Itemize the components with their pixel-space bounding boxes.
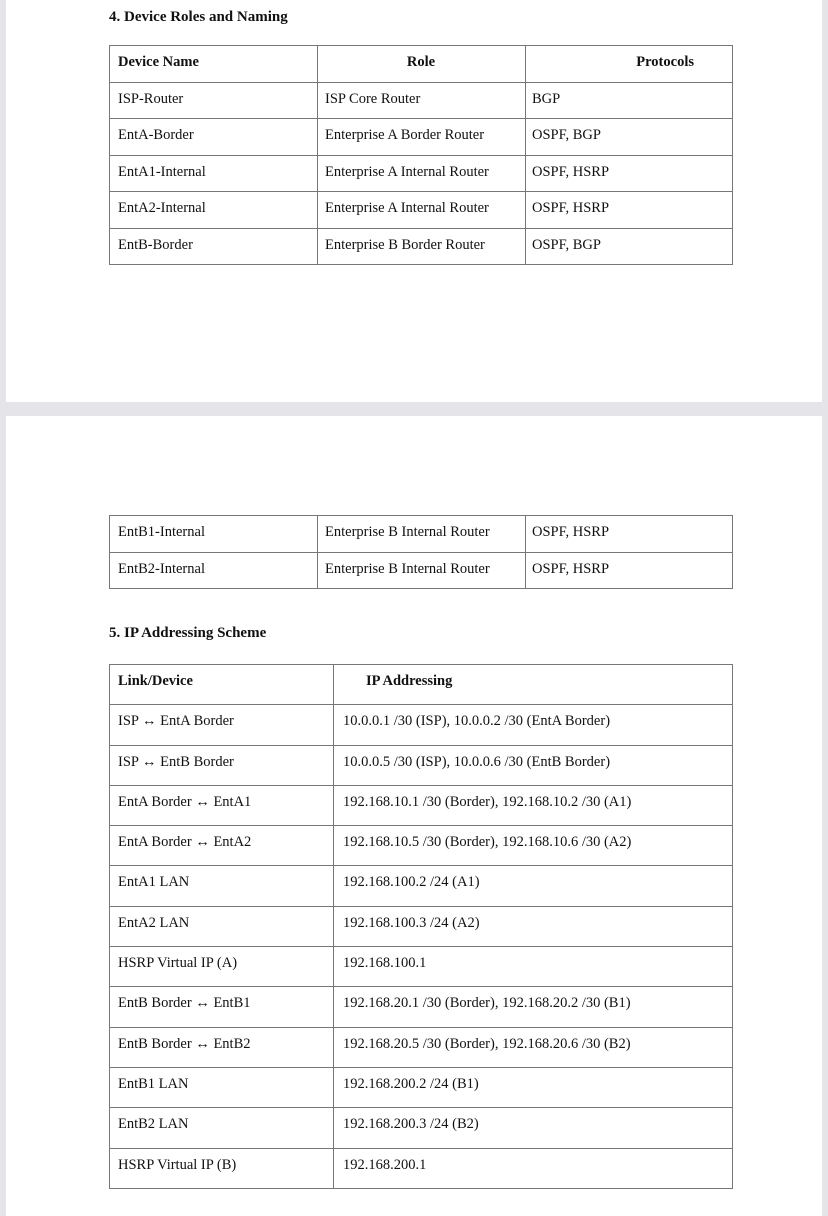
table-row: HSRP Virtual IP (A) 192.168.100.1 (109, 946, 733, 988)
table-cell: EntA Border ↔ EntA1 (109, 784, 334, 827)
table-cell: EntB1-Internal (109, 515, 318, 553)
table-cell: EntB1 LAN (109, 1066, 334, 1109)
table-cell: EntA1 LAN (109, 865, 334, 907)
table-row: ISP ↔ EntA Border 10.0.0.1 /30 (ISP), 10.… (109, 704, 733, 746)
table-cell: ISP ↔ EntB Border (109, 744, 334, 786)
table-cell: Enterprise B Border Router (317, 227, 526, 265)
table-row: EntB1 LAN 192.168.200.2 /24 (B1) (109, 1066, 733, 1109)
device-roles-table: Device Name Role Protocols ISP-Router ISP… (109, 45, 733, 265)
table-row: EntA1 LAN 192.168.100.2 /24 (A1) (109, 865, 733, 907)
table-cell: OSPF, HSRP (525, 551, 733, 589)
table-row: EntA1-Internal Enterprise A Internal Rout… (109, 154, 733, 192)
table-cell: 192.168.100.1 (333, 946, 733, 988)
table-cell: EntA-Border (109, 118, 318, 156)
table-cell: 192.168.100.2 /24 (A1) (333, 865, 733, 907)
document-page-1: 4. Device Roles and Naming Device Name R… (6, 0, 822, 402)
table-cell: 10.0.0.1 /30 (ISP), 10.0.0.2 /30 (EntA B… (333, 704, 733, 746)
table-cell: EntB2-Internal (109, 551, 318, 589)
table-cell: ISP Core Router (317, 81, 526, 119)
table-cell: 192.168.20.1 /30 (Border), 192.168.20.2 … (333, 986, 733, 1028)
table-cell: EntB Border ↔ EntB2 (109, 1026, 334, 1068)
table-cell: 192.168.200.2 /24 (B1) (333, 1066, 733, 1109)
section-4-heading: 4. Device Roles and Naming (109, 9, 288, 25)
table-cell: OSPF, BGP (525, 227, 733, 265)
table-row: EntA2 LAN 192.168.100.3 /24 (A2) (109, 905, 733, 948)
table-cell: Enterprise B Internal Router (317, 551, 526, 589)
table-row: EntB2-Internal Enterprise B Internal Rout… (109, 551, 733, 589)
table-header-row: Device Name Role Protocols (109, 45, 733, 83)
document-page-2: EntB1-Internal Enterprise B Internal Rout… (6, 416, 822, 1216)
table-cell: Enterprise A Border Router (317, 118, 526, 156)
header-device-name: Device Name (109, 45, 318, 83)
table-cell: Enterprise A Internal Router (317, 154, 526, 192)
table-header-row: Link/Device IP Addressing (109, 663, 733, 706)
header-link-device: Link/Device (109, 663, 334, 706)
table-cell: Enterprise B Internal Router (317, 515, 526, 553)
table-cell: EntB2 LAN (109, 1107, 334, 1149)
table-cell: BGP (525, 81, 733, 119)
table-row: EntA Border ↔ EntA2 192.168.10.5 /30 (Bor… (109, 825, 733, 867)
table-cell: 192.168.20.5 /30 (Border), 192.168.20.6 … (333, 1026, 733, 1068)
table-cell: EntA2 LAN (109, 905, 334, 948)
table-cell: 192.168.200.1 (333, 1147, 733, 1189)
table-row: EntB Border ↔ EntB2 192.168.20.5 /30 (Bor… (109, 1026, 733, 1068)
table-cell: 192.168.200.3 /24 (B2) (333, 1107, 733, 1149)
table-cell: EntA1-Internal (109, 154, 318, 192)
table-cell: 192.168.10.1 /30 (Border), 192.168.10.2 … (333, 784, 733, 827)
table-cell: OSPF, HSRP (525, 154, 733, 192)
table-row: ISP-Router ISP Core Router BGP (109, 81, 733, 119)
table-cell: 192.168.10.5 /30 (Border), 192.168.10.6 … (333, 825, 733, 867)
table-row: ISP ↔ EntB Border 10.0.0.5 /30 (ISP), 10.… (109, 744, 733, 786)
section-5-heading: 5. IP Addressing Scheme (109, 625, 267, 641)
table-row: HSRP Virtual IP (B) 192.168.200.1 (109, 1147, 733, 1189)
header-role: Role (317, 45, 526, 83)
table-row: EntB Border ↔ EntB1 192.168.20.1 /30 (Bor… (109, 986, 733, 1028)
table-cell: 10.0.0.5 /30 (ISP), 10.0.0.6 /30 (EntB B… (333, 744, 733, 786)
table-cell: OSPF, HSRP (525, 191, 733, 229)
table-cell: EntB-Border (109, 227, 318, 265)
table-cell: EntA2-Internal (109, 191, 318, 229)
table-row: EntA2-Internal Enterprise A Internal Rout… (109, 191, 733, 229)
table-cell: OSPF, HSRP (525, 515, 733, 553)
table-cell: HSRP Virtual IP (B) (109, 1147, 334, 1189)
device-roles-table-continued: EntB1-Internal Enterprise B Internal Rout… (109, 515, 733, 589)
ip-addressing-table: Link/Device IP Addressing ISP ↔ EntA Bor… (109, 663, 733, 1189)
table-cell: HSRP Virtual IP (A) (109, 946, 334, 988)
table-cell: ISP-Router (109, 81, 318, 119)
header-protocols: Protocols (525, 45, 733, 83)
table-cell: Enterprise A Internal Router (317, 191, 526, 229)
table-cell: OSPF, BGP (525, 118, 733, 156)
table-cell: 192.168.100.3 /24 (A2) (333, 905, 733, 948)
table-cell: EntA Border ↔ EntA2 (109, 825, 334, 867)
header-ip-addressing: IP Addressing (333, 663, 733, 706)
table-row: EntB1-Internal Enterprise B Internal Rout… (109, 515, 733, 553)
table-cell: EntB Border ↔ EntB1 (109, 986, 334, 1028)
table-row: EntA Border ↔ EntA1 192.168.10.1 /30 (Bor… (109, 784, 733, 827)
table-row: EntA-Border Enterprise A Border Router OSP… (109, 118, 733, 156)
table-row: EntB2 LAN 192.168.200.3 /24 (B2) (109, 1107, 733, 1149)
table-row: EntB-Border Enterprise B Border Router OSP… (109, 227, 733, 265)
table-cell: ISP ↔ EntA Border (109, 704, 334, 746)
